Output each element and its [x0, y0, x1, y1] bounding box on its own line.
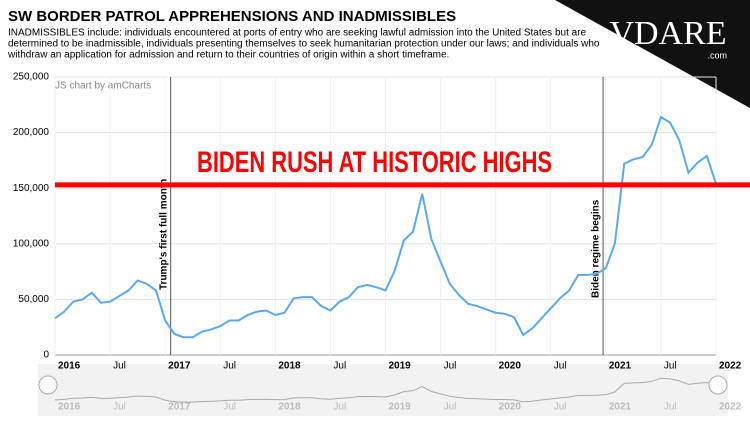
mini-tick-label: 2021 — [609, 402, 632, 413]
x-tick-label: Jul — [113, 361, 126, 372]
x-tick-label: Jul — [444, 361, 457, 372]
mini-tick-label: Jul — [444, 402, 457, 413]
credit: JS chart by amCharts — [55, 81, 151, 92]
x-tick-label: 2018 — [278, 361, 301, 372]
event-label: Trump's first full month — [158, 179, 169, 290]
y-tick-label: 100,000 — [13, 238, 50, 249]
subtitle: withdraw an application for admission an… — [7, 50, 449, 61]
mini-tick-label: 2016 — [58, 402, 81, 413]
subtitle: INADMISSIBLES include: individuals encou… — [8, 28, 587, 39]
x-tick-label: 2021 — [609, 361, 632, 372]
scroll-grip[interactable] — [708, 375, 728, 395]
mini-tick-label: Jul — [113, 402, 126, 413]
chart-title: SW BORDER PATROL APPREHENSIONS AND INADM… — [8, 8, 456, 25]
y-tick-label: 250,000 — [13, 72, 50, 83]
x-tick-label: 2022 — [719, 361, 742, 372]
x-tick-label: Jul — [554, 361, 567, 372]
x-tick-label: 2017 — [168, 361, 191, 372]
x-tick-label: 2016 — [58, 361, 81, 372]
mini-line — [54, 377, 717, 403]
scrollbar[interactable] — [38, 364, 728, 416]
event-label: Biden regime begins — [591, 199, 602, 298]
logo: VDARE — [609, 15, 726, 52]
x-tick-label: Jul — [664, 361, 677, 372]
mini-tick-label: 2020 — [499, 402, 522, 413]
y-tick-label: 0 — [43, 350, 49, 361]
y-tick-label: 50,000 — [18, 294, 49, 305]
mini-tick-label: 2018 — [278, 402, 301, 413]
scroll-grip[interactable] — [38, 375, 58, 395]
x-tick-label: 2019 — [389, 361, 412, 372]
mini-tick-label: Jul — [664, 402, 677, 413]
x-tick-label: 2020 — [499, 361, 522, 372]
logo-banner — [555, 0, 750, 108]
y-tick-label: 150,000 — [13, 183, 50, 194]
logo-suffix: .com — [707, 50, 727, 60]
mini-tick-label: Jul — [223, 402, 236, 413]
mini-tick-label: Jul — [554, 402, 567, 413]
subtitle: determined to be inadmissible, individua… — [8, 39, 600, 50]
reference-label: BIDEN RUSH AT HISTORIC HIGHS — [197, 146, 552, 179]
mini-tick-label: 2022 — [719, 402, 742, 413]
x-tick-label: Jul — [223, 361, 236, 372]
mini-tick-label: 2017 — [168, 402, 191, 413]
y-tick-label: 200,000 — [13, 127, 50, 138]
data-line — [54, 115, 717, 339]
x-tick-label: Jul — [333, 361, 346, 372]
mini-tick-label: Jul — [333, 402, 346, 413]
mini-tick-label: 2019 — [389, 402, 412, 413]
